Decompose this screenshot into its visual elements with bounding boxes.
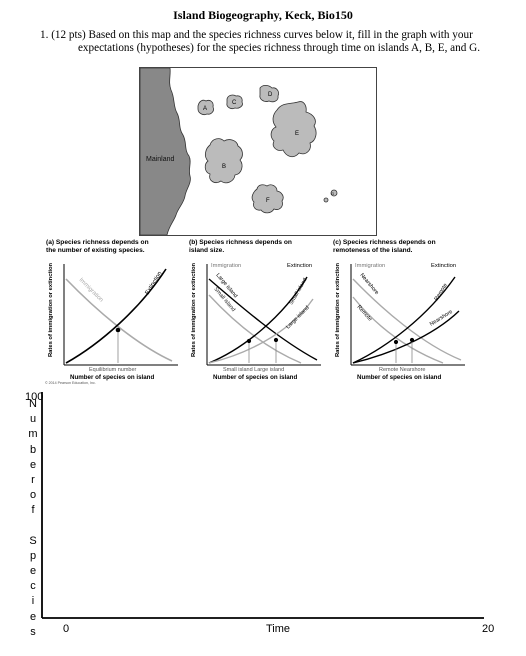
panel-b-immigration-large	[208, 278, 318, 361]
panel-b-label-large-ext: Large island	[285, 305, 310, 330]
panel-a-extinction-curve	[65, 268, 167, 364]
panel-c-graph: Immigration Extinction Nearshore Remote …	[335, 262, 465, 381]
panel-b-immigration-small	[208, 294, 302, 364]
panel-c-ylabel: Rates of immigration or extinction	[335, 262, 341, 357]
panel-a-xtick: Equilibrium number	[89, 367, 137, 373]
island-c	[226, 94, 243, 110]
mainland-shape	[140, 68, 191, 235]
island-label-b: B	[222, 164, 226, 170]
panel-a-graph: Immigration Extinction Equilibrium numbe…	[48, 262, 178, 381]
x-axis-min: 0	[63, 623, 70, 635]
island-e	[270, 101, 317, 158]
panel-c-label-nearshore-imm: Nearshore	[358, 272, 379, 296]
island-b	[204, 138, 243, 184]
panel-b-extinction-small	[208, 276, 308, 364]
y-axis-max: 100	[25, 391, 44, 403]
panel-a-caption: (a) Species richness depends on the numb…	[46, 239, 149, 254]
panel-a: (a) Species richness depends on the numb…	[40, 239, 182, 387]
mainland-label: Mainland	[146, 156, 175, 163]
panel-c-immigration-nearshore	[352, 278, 462, 361]
panel-b-xtick: Small island Large island	[223, 367, 284, 373]
panel-a-ylabel: Rates of immigration or extinction	[48, 262, 54, 357]
response-graph	[41, 392, 484, 619]
island-f	[251, 184, 284, 214]
panel-c-top-right: Extinction	[431, 263, 456, 269]
panel-b: (b) Species richness depends on island s…	[183, 239, 325, 387]
panel-b-top-right: Extinction	[287, 263, 312, 269]
island-label-g: G	[331, 191, 334, 196]
panel-b-ylabel: Rates of immigration or extinction	[191, 262, 197, 357]
copyright-notice: © 2014 Pearson Education, Inc.	[45, 381, 96, 385]
island-label-d: D	[268, 92, 273, 98]
island-map: Mainland A C D E B F G	[139, 67, 377, 236]
question-line-2: expectations (hypotheses) for the specie…	[77, 42, 481, 54]
island-a	[197, 99, 214, 116]
panel-c: (c) Species richness depends on remotene…	[327, 239, 469, 387]
panel-c-top-left: Immigration	[355, 263, 385, 269]
panel-c-xtick: Remote Nearshore	[379, 367, 425, 373]
document-title: Island Biogeography, Keck, Bio150	[173, 8, 353, 22]
island-g-small	[323, 197, 329, 203]
island-map-drawing: Mainland A C D E B F G	[140, 68, 338, 235]
question-text: 1. (12 pts) Based on this map and the sp…	[40, 29, 510, 55]
panel-c-xlabel: Number of species on island	[357, 374, 441, 381]
x-axis-label: Time	[266, 623, 291, 635]
x-axis-max: 20	[482, 623, 495, 635]
panel-c-caption: (c) Species richness depends on remotene…	[333, 239, 436, 254]
panel-c-label-remote-imm: Remote	[356, 304, 373, 322]
panel-a-xlabel: Number of species on island	[70, 374, 154, 381]
question-line-1: 1. (12 pts) Based on this map and the sp…	[40, 29, 473, 41]
panel-b-extinction-large	[208, 298, 314, 364]
panel-a-extinction-label: Extinction	[145, 271, 164, 296]
panel-c-immigration-remote	[352, 296, 444, 364]
y-axis-label: N u m b e r o f S p e c i e s	[28, 398, 38, 638]
island-label-e: E	[295, 131, 299, 137]
panel-c-extinction-remote	[352, 276, 456, 364]
panel-a-immigration-curve	[65, 278, 173, 362]
panel-c-extinction-nearshore	[352, 310, 460, 364]
island-label-a: A	[203, 106, 207, 112]
island-d	[259, 84, 279, 103]
panel-b-top-left: Immigration	[211, 263, 241, 269]
island-label-c: C	[232, 100, 237, 106]
island-label-f: F	[266, 198, 270, 204]
panel-c-label-remote-ext: Remote	[434, 283, 449, 303]
panel-b-xlabel: Number of species on island	[213, 374, 297, 381]
panel-b-label-small-ext: Small island	[289, 277, 309, 306]
panel-b-graph: Immigration Extinction Large island Smal…	[191, 262, 321, 381]
island-g	[330, 189, 338, 197]
panel-b-caption: (b) Species richness depends on island s…	[189, 239, 292, 254]
panel-a-immigration-label: Immigration	[78, 277, 104, 303]
